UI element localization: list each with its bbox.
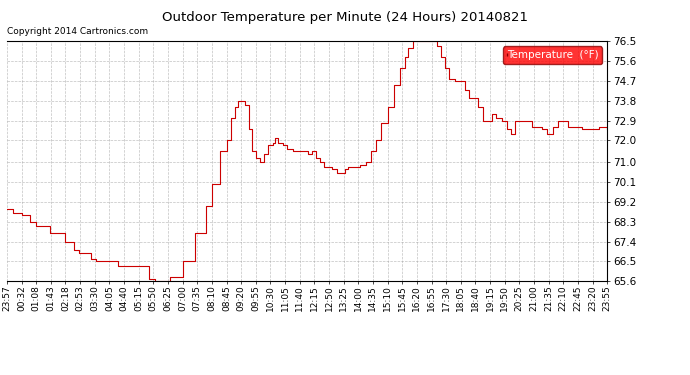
- Legend: Temperature  (°F): Temperature (°F): [503, 46, 602, 64]
- Text: Copyright 2014 Cartronics.com: Copyright 2014 Cartronics.com: [7, 27, 148, 36]
- Text: Outdoor Temperature per Minute (24 Hours) 20140821: Outdoor Temperature per Minute (24 Hours…: [162, 11, 528, 24]
